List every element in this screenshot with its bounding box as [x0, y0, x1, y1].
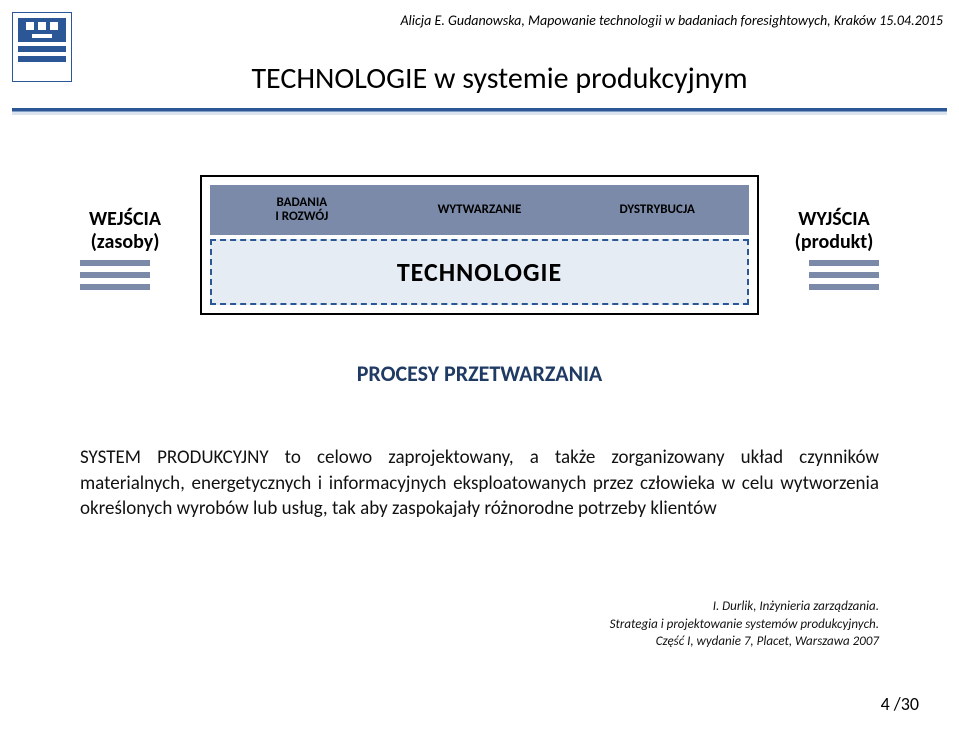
page-number: 4 /30 — [881, 693, 919, 715]
input-flow-icon — [80, 260, 150, 290]
technologies-box: TECHNOLOGIE — [210, 239, 749, 305]
inputs-label: WEJŚCIA (zasoby) — [70, 208, 180, 254]
inputs-line1: WEJŚCIA — [89, 207, 161, 231]
stage-rnd: BADANIAI ROZWÓJ — [210, 185, 394, 235]
outputs-line1: WYJŚCIA — [798, 207, 870, 231]
stage-manufacturing: WYTWARZANIE — [388, 185, 572, 235]
title-rule — [12, 108, 947, 115]
source-line2: Strategia i projektowanie systemów produ… — [610, 617, 879, 632]
source-line3: Część I, wydanie 7, Placet, Warszawa 200… — [656, 634, 879, 649]
output-flow-icon — [809, 260, 879, 290]
stage-distribution: DYSTRYBUCJA — [565, 185, 749, 235]
stage-row: BADANIAI ROZWÓJ WYTWARZANIE DYSTRYBUCJA — [210, 185, 749, 235]
process-frame: BADANIAI ROZWÓJ WYTWARZANIE DYSTRYBUCJA … — [200, 175, 759, 315]
source-line1: I. Durlik, Inżynieria zarządzania. — [713, 599, 879, 614]
outputs-label: WYJŚCIA (produkt) — [779, 208, 889, 254]
processing-label: PROCESY PRZETWARZANIA — [70, 360, 889, 387]
page-title: TECHNOLOGIE w systemie produkcyjnym — [100, 60, 899, 97]
university-logo — [12, 12, 72, 82]
production-system-diagram: WEJŚCIA (zasoby) BADANIAI ROZWÓJ WYTWARZ… — [70, 150, 889, 410]
outputs-line2: (produkt) — [795, 230, 874, 254]
inputs-line2: (zasoby) — [91, 230, 160, 254]
source-citation: I. Durlik, Inżynieria zarządzania. Strat… — [300, 598, 879, 651]
body-paragraph: SYSTEM PRODUKCYJNY to celowo zaprojektow… — [80, 445, 879, 522]
header-citation: Alicja E. Gudanowska, Mapowanie technolo… — [72, 12, 947, 29]
